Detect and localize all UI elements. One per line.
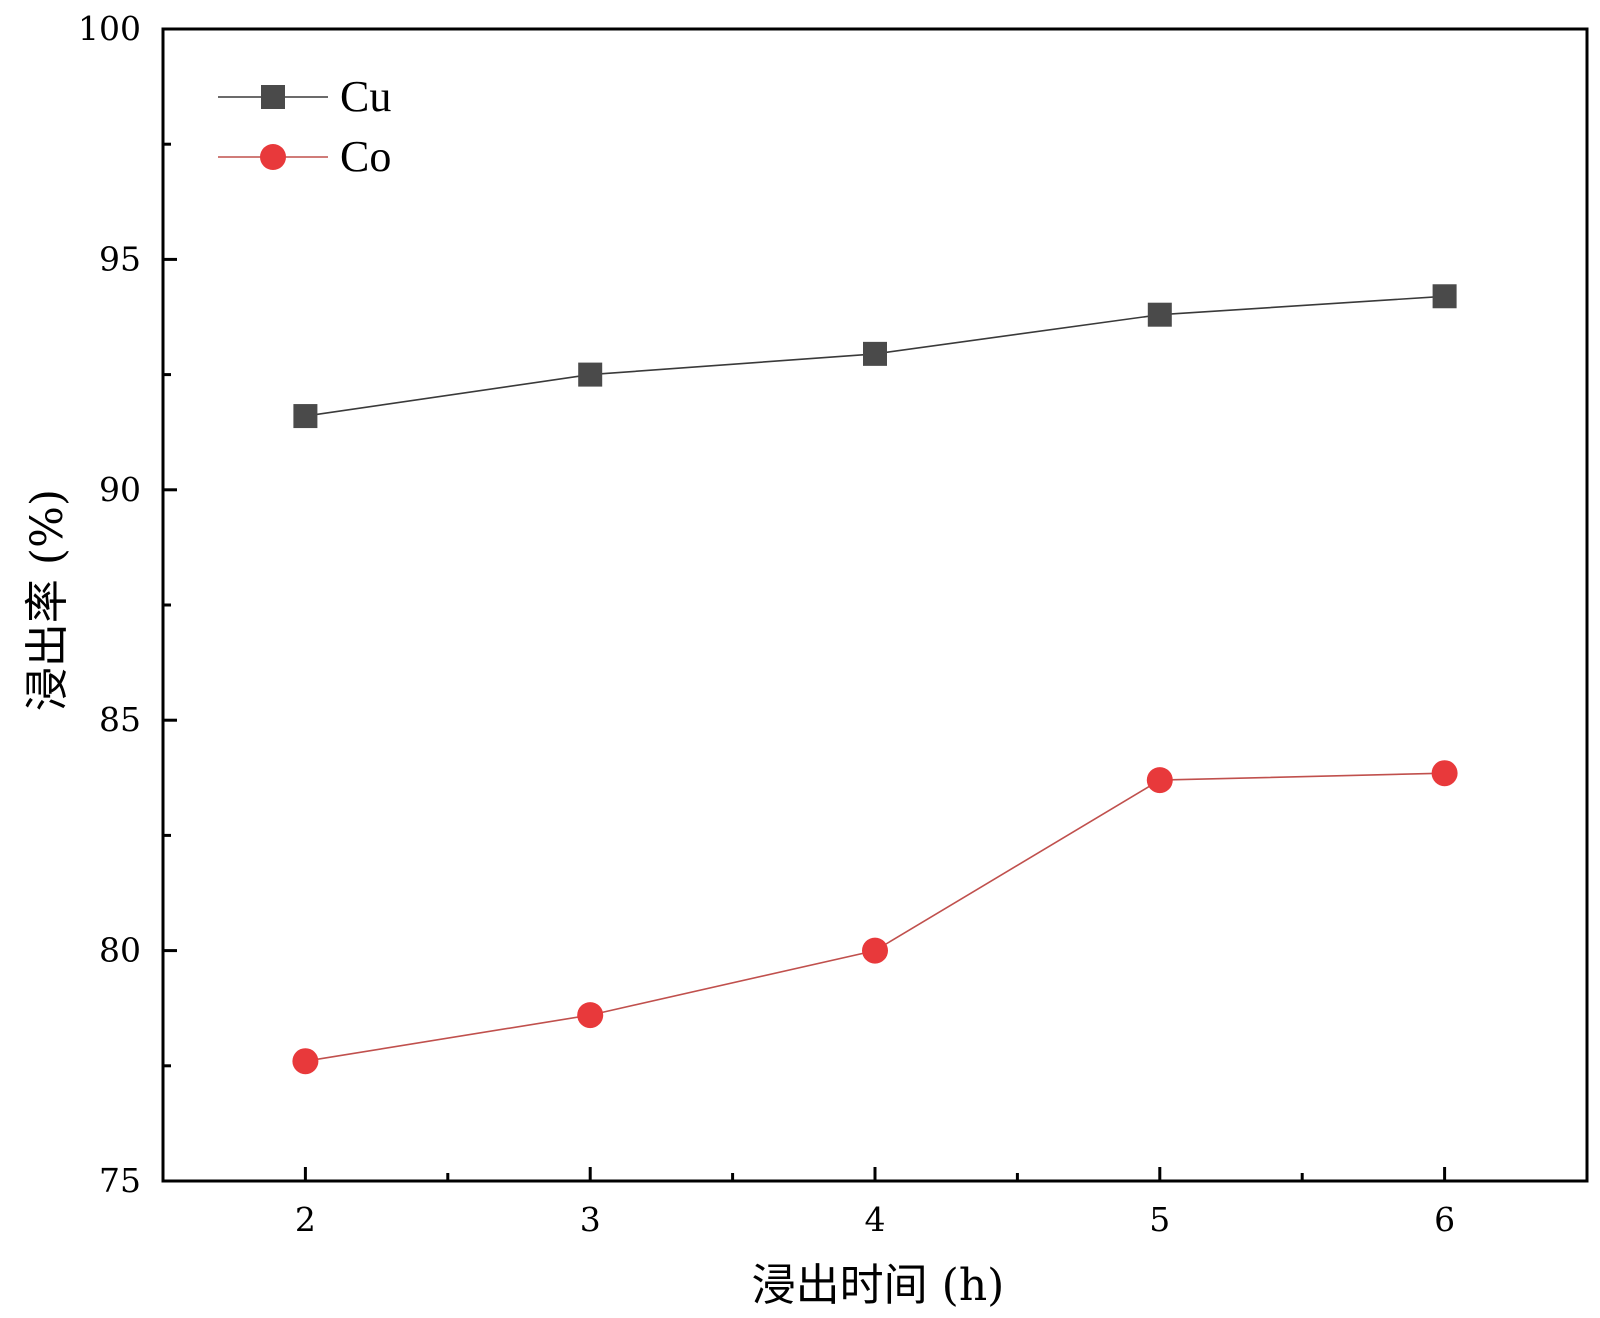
data-point-co: [577, 1002, 604, 1029]
series-layer: [292, 284, 1458, 1075]
legend-item-co: Co: [218, 132, 391, 181]
y-tick-label: 90: [99, 470, 141, 509]
x-tick-label: 3: [580, 1200, 601, 1239]
y-axis-title: 浸出率 (%): [22, 489, 73, 711]
data-point-cu: [863, 341, 887, 366]
y-tick-label: 80: [99, 931, 141, 970]
legend: Cu Co: [218, 72, 391, 181]
legend-marker-co: [260, 144, 286, 170]
plot-frame: [161, 27, 1589, 1183]
x-axis-title: 浸出时间 (h): [752, 1260, 1005, 1311]
y-tick-label: 95: [99, 239, 141, 278]
x-tick-label: 5: [1149, 1200, 1170, 1239]
data-point-co: [1146, 767, 1173, 794]
legend-item-cu: Cu: [218, 72, 391, 121]
legend-label-cu: Cu: [340, 72, 391, 121]
data-point-co: [862, 937, 888, 964]
x-tick-label: 2: [295, 1200, 316, 1239]
data-point-cu: [1147, 302, 1172, 327]
data-point-co: [292, 1048, 319, 1075]
y-tick-label: 85: [99, 700, 141, 739]
x-tick-label: 6: [1434, 1200, 1455, 1239]
legend-marker-cu: [261, 85, 285, 109]
legend-label-co: Co: [340, 132, 391, 181]
y-tick-label: 75: [99, 1161, 141, 1200]
series-co: [292, 760, 1458, 1075]
data-point-co: [1431, 760, 1458, 787]
data-point-cu: [578, 362, 603, 387]
axes: 75 80 85 90 95 100 2 3 4 5 6: [78, 9, 1589, 1239]
y-tick-label: 100: [78, 9, 141, 48]
x-tick-label: 4: [865, 1200, 886, 1239]
data-point-cu: [1432, 284, 1457, 309]
series-line-co: [305, 772, 1445, 1062]
series-cu: [293, 284, 1457, 429]
data-point-cu: [293, 404, 318, 429]
